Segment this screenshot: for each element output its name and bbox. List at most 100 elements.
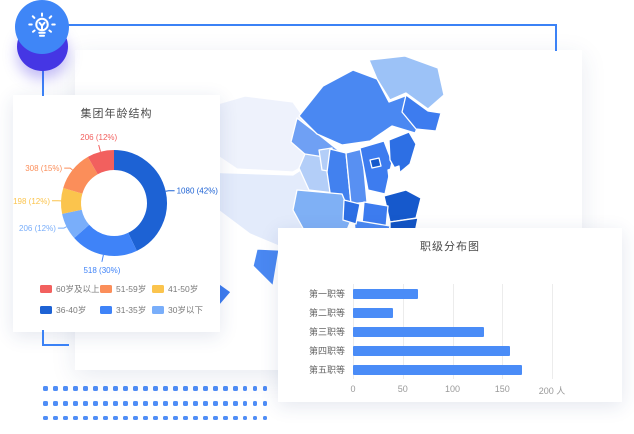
- bar-第二职等[interactable]: [353, 307, 393, 318]
- corner-line-horizontal: [42, 344, 69, 346]
- legend-label: 36-40岁: [56, 305, 87, 315]
- donut-label-line: [98, 144, 101, 152]
- bar-category-label: 第一职等: [308, 289, 345, 299]
- legend-label: 60岁及以上: [56, 284, 100, 294]
- bar-x-axis: 0 50 100 150 200 人: [350, 384, 612, 396]
- legend-label: 51-59岁: [116, 284, 147, 294]
- dot: [172, 415, 178, 421]
- dot: [252, 415, 258, 421]
- donut-label: 206 (12%): [19, 224, 56, 233]
- donut-slice-30岁以下[interactable]: [62, 209, 90, 239]
- gridline: [502, 284, 504, 379]
- connector-line-right-down: [555, 24, 557, 51]
- province-south-tibet[interactable]: [252, 248, 280, 287]
- dot: [52, 415, 58, 421]
- lightbulb-icon: [28, 12, 56, 37]
- rank-distribution-card: 职级分布图 第一职等 第二职等 第三职等 第四职等 第五职等 0 50 100 150 200 …: [278, 228, 622, 402]
- x-tick-label: 100: [444, 384, 461, 394]
- dot: [212, 386, 218, 391]
- dot: [92, 415, 98, 421]
- dot: [262, 400, 268, 406]
- legend-item[interactable]: 36-40岁: [40, 304, 100, 316]
- dot: [43, 386, 48, 391]
- dot: [162, 386, 168, 391]
- dot: [72, 386, 78, 391]
- donut-slice-41-50岁[interactable]: [61, 187, 83, 214]
- bar-第一职等[interactable]: [353, 288, 418, 299]
- bar-row: [353, 341, 612, 360]
- donut-slice-36-40岁[interactable]: [113, 150, 167, 251]
- idea-badge[interactable]: [15, 0, 69, 54]
- dot: [102, 415, 108, 421]
- dot: [222, 386, 228, 391]
- donut-label: 1080 (42%): [177, 187, 219, 196]
- dot: [192, 400, 198, 406]
- dot: [202, 415, 208, 421]
- dot: [212, 415, 218, 421]
- bar-category-label: 第五职等: [308, 365, 345, 375]
- bar-row: [353, 322, 612, 341]
- bohai-bay: [387, 165, 402, 187]
- dot: [82, 386, 88, 391]
- legend-item[interactable]: 31-35岁: [100, 304, 152, 316]
- legend-item[interactable]: 51-59岁: [100, 283, 152, 295]
- dot-row: [43, 400, 268, 406]
- dot: [122, 400, 128, 406]
- dot: [43, 415, 48, 421]
- dot: [112, 386, 118, 391]
- x-tick-label: 200 人: [538, 386, 566, 396]
- donut-legend: 60岁及以上 51-59岁 41-50岁 36-40岁 31-35岁 30岁以下: [40, 283, 204, 316]
- dot: [52, 386, 58, 391]
- dot: [132, 386, 138, 391]
- dot: [222, 400, 228, 406]
- province-liaoning[interactable]: [388, 131, 417, 175]
- dot: [92, 400, 98, 406]
- province-jilin[interactable]: [401, 94, 442, 132]
- dot: [122, 386, 128, 391]
- dot-row: [43, 415, 268, 421]
- province-chongqing[interactable]: [342, 199, 361, 225]
- legend-label: 30岁以下: [168, 305, 203, 315]
- dot: [72, 400, 78, 406]
- dot: [252, 386, 258, 391]
- connector-line-icon-to-card: [42, 58, 44, 96]
- bar-plot-area: [353, 284, 612, 379]
- legend-item[interactable]: 41-50岁: [152, 283, 204, 295]
- dot: [112, 400, 118, 406]
- age-donut-chart: 1080 (42%) 518 (30%) 206 (12%) 198 (12%) 308…: [13, 133, 219, 275]
- donut-slice-51-59岁[interactable]: [63, 156, 99, 195]
- bar-card-title: 职级分布图: [420, 241, 480, 253]
- bar-第五职等[interactable]: [353, 364, 523, 375]
- x-tick-label: 150: [494, 384, 510, 394]
- province-beijing[interactable]: [369, 157, 382, 169]
- bar-第四职等[interactable]: [353, 345, 511, 356]
- gridline: [552, 284, 553, 379]
- dot: [232, 400, 238, 406]
- legend-item[interactable]: 60岁及以上: [40, 283, 100, 295]
- dot: [132, 415, 138, 421]
- age-structure-card: 集团年龄结构 1080 (42%) 518 (30%) 206 (12%) 198 (…: [13, 95, 220, 332]
- bar-category-labels: 第一职等 第二职等 第三职等 第四职等 第五职等: [291, 284, 353, 379]
- dot: [62, 400, 68, 406]
- province-shandong[interactable]: [383, 189, 422, 223]
- dot: [142, 415, 148, 421]
- dot: [212, 400, 218, 406]
- donut-slice-31-35岁[interactable]: [74, 224, 137, 256]
- dot: [242, 386, 248, 391]
- dot: [192, 386, 198, 391]
- bar-第三职等[interactable]: [353, 326, 485, 337]
- dot: [162, 415, 168, 421]
- dot: [72, 415, 78, 421]
- dot: [152, 415, 158, 421]
- legend-item[interactable]: 30岁以下: [152, 304, 204, 316]
- dot: [232, 415, 238, 421]
- dot: [102, 400, 108, 406]
- dot: [182, 386, 188, 391]
- dot: [252, 400, 258, 406]
- dot: [262, 415, 268, 421]
- province-heilongjiang[interactable]: [368, 55, 445, 110]
- donut-slice-60岁及以上[interactable]: [87, 150, 115, 175]
- bar-category-label: 第三职等: [308, 327, 345, 337]
- dot: [202, 400, 208, 406]
